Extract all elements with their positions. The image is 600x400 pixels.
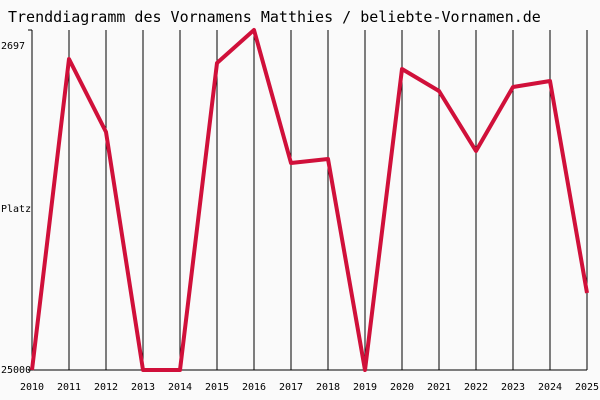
x-tick-label: 2014 (168, 382, 192, 393)
data-line (30, 28, 589, 372)
x-tick-label: 2020 (390, 382, 414, 393)
x-tick-label: 2011 (57, 382, 81, 393)
x-tick-label: 2013 (131, 382, 155, 393)
chart-title: Trenddiagramm des Vornamens Matthies / b… (8, 8, 541, 26)
y-tick-label: 25000 (1, 365, 31, 376)
x-tick-label: 2022 (464, 382, 488, 393)
x-tick-label: 2012 (94, 382, 118, 393)
x-tick-label: 2010 (20, 382, 44, 393)
x-tick-label: 2015 (205, 382, 229, 393)
x-tick-label: 2016 (242, 382, 266, 393)
x-tick-label: 2025 (575, 382, 599, 393)
x-tick-label: 2021 (427, 382, 451, 393)
x-tick-label: 2019 (353, 382, 377, 393)
x-tick-label: 2023 (501, 382, 525, 393)
y-axis-label: Platz (1, 204, 31, 215)
x-tick-label: 2017 (279, 382, 303, 393)
y-tick-label: 2697 (1, 41, 25, 52)
x-tick-label: 2018 (316, 382, 340, 393)
x-tick-label: 2024 (538, 382, 562, 393)
